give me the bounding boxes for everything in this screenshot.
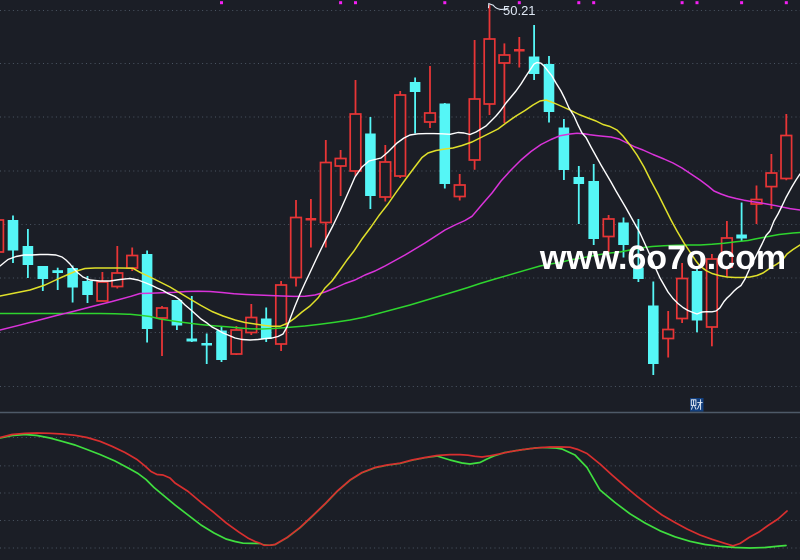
- svg-text:50.21: 50.21: [503, 3, 536, 18]
- svg-text:www.6o7o.com: www.6o7o.com: [539, 239, 786, 277]
